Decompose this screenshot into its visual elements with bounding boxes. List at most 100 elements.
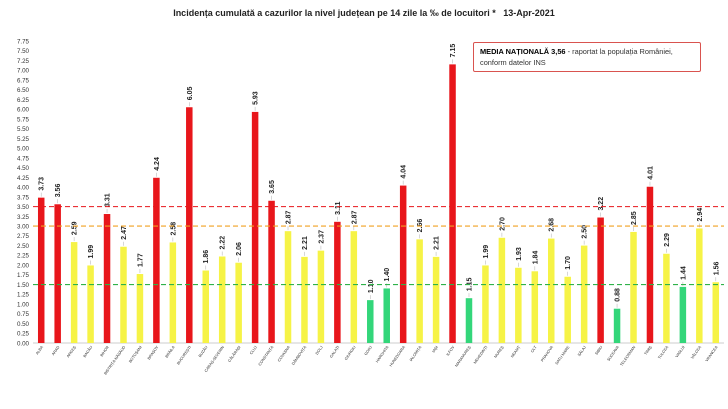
y-tick-label: 6.50 [17,87,30,94]
value-label: 3.65 [269,180,276,194]
value-label: 2.94 [697,208,704,222]
bar-sibiu [597,217,604,343]
category-label: GORJ [364,345,373,356]
bar-dâmbovița [301,256,308,343]
y-tick-label: 3.75 [17,194,30,201]
category-label: BUCUREȘTI [176,345,192,365]
value-label: 2.21 [302,236,309,250]
category-label: SATU MARE [555,345,571,366]
value-label: 7.15 [450,44,457,58]
category-label: ALBA [35,345,44,356]
bar-vâlcea [696,228,703,343]
category-label: BRAȘOV [147,345,160,361]
y-tick-label: 7.25 [17,58,30,65]
value-label: 1.77 [137,253,144,267]
y-tick-label: 0.50 [17,321,30,328]
value-label: 1.99 [483,245,490,259]
bar-timiș [646,186,654,343]
category-label: TULCEA [657,345,669,360]
bar-argeș [70,242,78,343]
bar-covasna [284,231,292,343]
y-tick-label: 7.50 [17,48,30,55]
y-tick-label: 7.00 [17,68,30,75]
value-label: 1.10 [368,279,375,293]
category-label: HUNEDOARA [389,345,406,368]
category-label: CONSTANȚA [258,345,275,367]
category-label: GALAȚI [329,345,340,358]
category-label: BACĂU [83,345,94,358]
bar-mureș [498,237,506,343]
category-label: ARGEȘ [66,345,77,359]
value-label: 2.87 [351,210,358,224]
bar-olt [531,271,539,343]
category-label: IALOMIȚA [409,345,423,362]
y-tick-label: 2.50 [17,243,30,250]
value-label: 2.22 [220,236,227,250]
category-label: MEHEDINȚI [473,345,488,364]
category-label: DÂMBOVIȚA [290,344,307,366]
y-tick-label: 4.00 [17,185,30,192]
bar-gorj [367,300,374,343]
bar-ialomița [416,239,423,343]
value-label: 1.70 [565,256,572,270]
bar-sălaj [580,245,588,343]
y-tick-label: 0.25 [17,331,30,338]
category-label: BUZĂU [198,345,209,358]
bar-vaslui [679,286,687,343]
bar-ilfov [449,64,456,343]
category-label: DOLJ [315,345,324,355]
bar-iași [432,256,440,343]
category-label: SĂLAJ [577,345,587,357]
value-label: 4.04 [401,165,408,179]
bar-alba [37,197,45,343]
category-label: COVASNA [277,345,291,363]
value-label: 6.05 [187,87,194,101]
value-label: 3.22 [598,197,605,211]
bar-neamț [515,267,522,343]
bar-suceava [613,308,621,343]
category-label: OLT [530,345,538,354]
value-label: 4.01 [647,166,654,180]
category-label: NEAMȚ [510,345,521,359]
y-tick-label: 5.75 [17,116,30,123]
category-label: TELEORMAN [619,345,636,367]
value-label: 1.93 [516,247,523,261]
category-label: CLUJ [249,345,258,355]
category-label: HARGHITA [375,345,390,364]
bar-caraș-severin [218,256,226,343]
bar-satu mare [564,276,571,343]
value-label: 1.44 [680,266,687,280]
value-label: 1.40 [384,268,391,282]
y-tick-label: 0.00 [17,340,30,347]
value-label: 2.70 [499,217,506,231]
value-label: 3.11 [335,201,342,214]
value-label: 1.84 [532,251,539,265]
value-label: 2.87 [286,210,293,224]
y-tick-label: 5.25 [17,136,30,143]
category-label: TIMIȘ [644,345,653,356]
y-tick-label: 5.50 [17,126,30,133]
national-average-value: MEDIA NAȚIONALĂ 3,56 [480,47,566,56]
y-tick-label: 1.50 [17,282,30,289]
bar-giurgiu [350,231,358,343]
category-label: MARAMUREȘ [454,345,472,368]
bar-botoșani [136,274,144,343]
value-label: 3.31 [105,193,112,207]
category-label: BOTOȘANI [128,345,142,363]
y-tick-label: 6.25 [17,97,30,104]
bar-arad [54,204,61,343]
category-label: CĂLĂRAȘI [227,345,241,363]
national-average-text1: - raportat la populația României, [565,47,673,56]
bar-maramureș [465,298,473,343]
value-label: 2.47 [121,226,128,240]
bar-harghita [383,288,390,343]
category-label: BIHOR [100,345,110,357]
bar-brăila [169,242,177,343]
bar-bistrița-năsăud [120,246,127,343]
value-label: 2.68 [549,218,556,232]
category-label: GIURGIU [344,345,357,361]
value-label: 3.56 [55,184,62,198]
bar-brașov [153,177,160,343]
value-label: 2.58 [170,222,177,236]
